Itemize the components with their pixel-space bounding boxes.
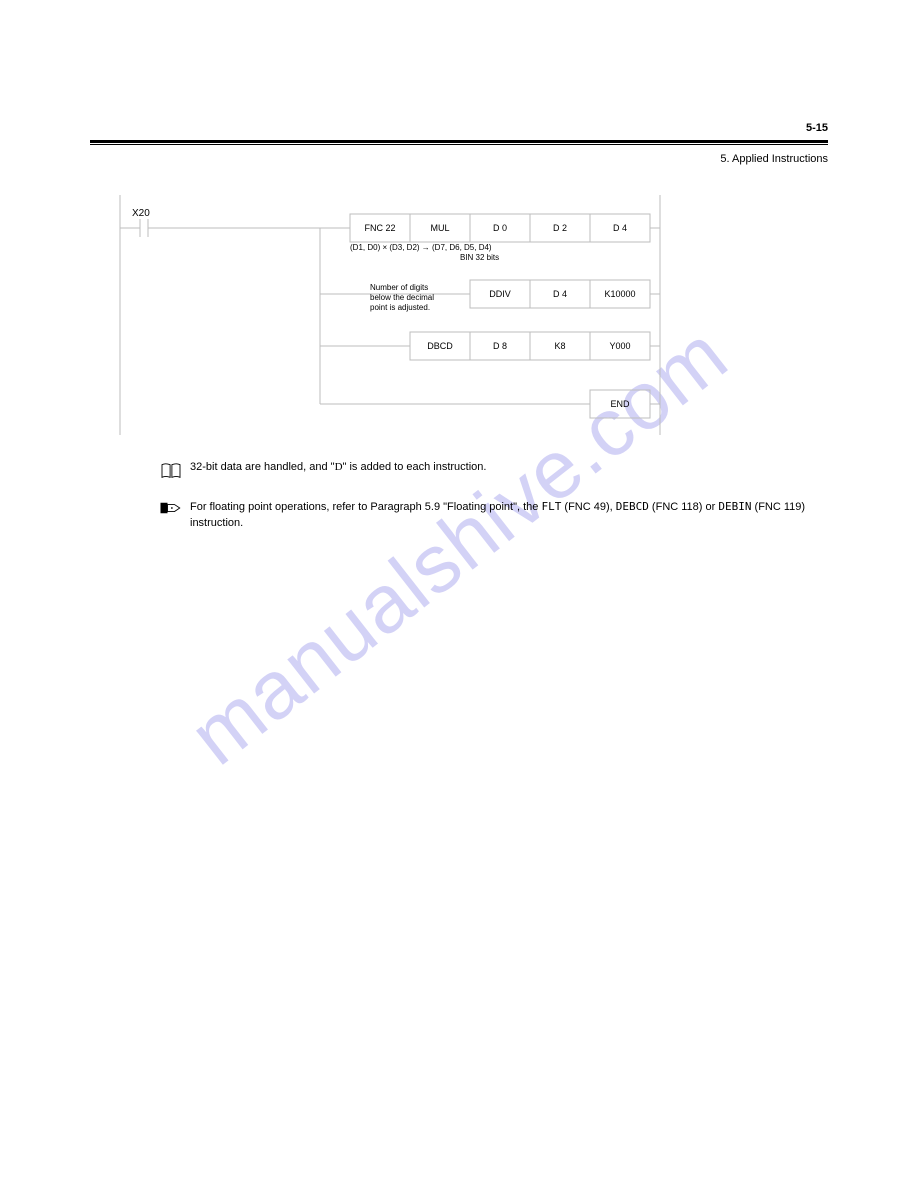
t1b: " is added to each instruction. xyxy=(343,461,487,473)
note-text-2: For floating point operations, refer to … xyxy=(184,499,828,531)
note-text-1: 32-bit data are handled, and "D" is adde… xyxy=(184,460,828,475)
svg-text:DDIV: DDIV xyxy=(489,289,511,299)
symbol-d: D xyxy=(335,461,343,473)
note-book: 32-bit data are handled, and "D" is adde… xyxy=(160,460,828,485)
svg-text:Y000: Y000 xyxy=(609,341,630,351)
svg-text:END: END xyxy=(610,399,630,409)
page-content: 5-15 5. Applied Instructions X20 FNC 22 MU… xyxy=(0,0,918,585)
svg-text:D 0: D 0 xyxy=(493,223,507,233)
code-flt: FLT xyxy=(541,500,561,513)
svg-text:D 4: D 4 xyxy=(553,289,567,299)
t2c: (FNC 118) or xyxy=(649,501,718,513)
svg-text:MUL: MUL xyxy=(430,223,449,233)
svg-text:FNC 22: FNC 22 xyxy=(364,223,395,233)
hand-pointer-icon xyxy=(160,501,184,520)
header-rule xyxy=(90,140,828,145)
svg-text:(D1, D0) × (D3, D2) → (D7, D6,: (D1, D0) × (D3, D2) → (D7, D6, D5, D4) xyxy=(350,243,492,252)
svg-text:X20: X20 xyxy=(132,208,150,219)
t2a: For floating point operations, refer to … xyxy=(190,501,541,513)
svg-text:K10000: K10000 xyxy=(604,289,635,299)
ladder-diagram: X20 FNC 22 MUL D 0 D 2 D 4 (D1, D0) × (D3, D2)… xyxy=(110,190,670,440)
svg-text:below the decimal: below the decimal xyxy=(370,293,434,302)
svg-text:DBCD: DBCD xyxy=(427,341,453,351)
t2b: (FNC 49), xyxy=(561,501,615,513)
svg-text:Number of digits: Number of digits xyxy=(370,283,428,292)
note-pointer: For floating point operations, refer to … xyxy=(160,499,828,531)
svg-text:D 8: D 8 xyxy=(493,341,507,351)
notes-section: 32-bit data are handled, and "D" is adde… xyxy=(160,460,828,531)
code-debcd: DEBCD xyxy=(616,500,649,513)
book-icon xyxy=(160,462,184,485)
svg-text:D 2: D 2 xyxy=(553,223,567,233)
svg-text:BIN 32 bits: BIN 32 bits xyxy=(460,253,499,262)
t1a: 32-bit data are handled, and " xyxy=(190,461,335,473)
svg-text:point is adjusted.: point is adjusted. xyxy=(370,303,430,312)
page-subtitle: 5. Applied Instructions xyxy=(90,153,828,165)
code-debin: DEBIN xyxy=(718,500,751,513)
svg-text:D 4: D 4 xyxy=(613,223,627,233)
page-number: 5-15 xyxy=(806,122,828,134)
page-header: 5-15 5. Applied Instructions xyxy=(90,140,828,165)
svg-text:K8: K8 xyxy=(554,341,565,351)
